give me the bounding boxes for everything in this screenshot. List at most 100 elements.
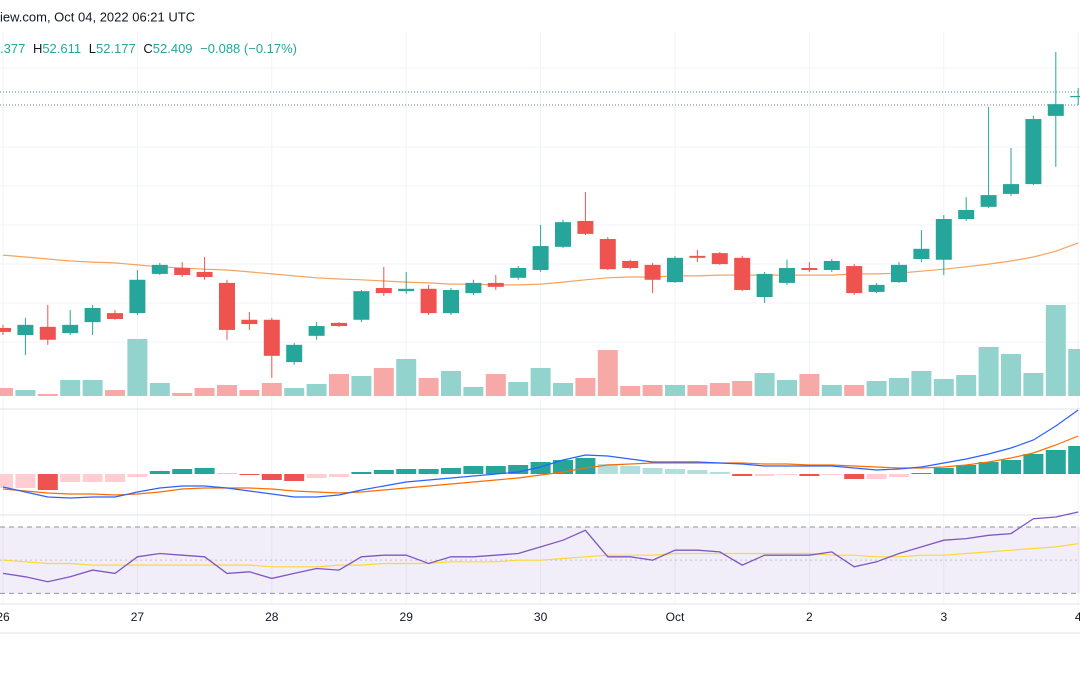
volume-bar <box>1068 349 1080 396</box>
macd-histogram-bar <box>172 469 193 474</box>
macd-histogram-bar <box>709 472 730 474</box>
macd-histogram-bar <box>1068 446 1080 474</box>
volume-bar <box>1001 354 1021 396</box>
macd-histogram-bar <box>351 472 372 474</box>
candle-body <box>532 246 549 270</box>
macd-histogram-bar <box>597 464 618 474</box>
macd-histogram-bar <box>261 474 282 480</box>
candle-body <box>353 291 370 320</box>
macd-histogram-bar <box>306 474 327 478</box>
rsi-ma-line <box>2 543 1079 568</box>
volume-bar <box>889 378 909 396</box>
x-tick-label: 27 <box>131 610 145 624</box>
x-tick-label: 28 <box>265 610 279 624</box>
candle-body <box>868 284 885 292</box>
volume-bar <box>754 373 775 396</box>
candle-body <box>308 326 325 336</box>
x-tick-label: 29 <box>400 610 414 624</box>
ohlc-value: 52.611 <box>42 41 81 56</box>
macd-histogram-bar <box>799 474 820 476</box>
volume-bar <box>597 350 618 396</box>
macd-histogram-bar <box>194 468 215 474</box>
candle-body <box>465 282 482 294</box>
volume-bar <box>351 376 372 396</box>
candle-body <box>1003 184 1019 194</box>
macd-histogram-bar <box>665 469 685 474</box>
volume-bar <box>844 385 865 396</box>
macd-histogram-bar <box>754 474 775 476</box>
volume-bar <box>799 374 820 396</box>
candle-body <box>734 257 751 290</box>
macd-histogram-bar <box>15 474 36 488</box>
candle-body <box>443 289 459 314</box>
volume-bar <box>306 384 327 396</box>
ohlc-value: .377 <box>0 41 25 56</box>
macd-histogram-bar <box>60 474 81 482</box>
candle-body <box>779 268 795 283</box>
macd-histogram-bar <box>149 471 170 474</box>
volume-bar <box>956 375 977 396</box>
volume-bar <box>620 386 641 396</box>
volume-bar <box>373 368 394 396</box>
grid <box>0 32 1080 604</box>
macd-histogram-bar <box>956 465 977 474</box>
candle-body <box>241 319 258 325</box>
candle-body <box>0 327 11 332</box>
ohlc-value: 52.177 <box>96 41 136 56</box>
volume-bar <box>933 379 954 396</box>
volume-bar <box>553 383 573 396</box>
candle-body <box>913 248 930 259</box>
x-tick-label: 4 <box>1075 610 1080 624</box>
macd-histogram-bar <box>463 466 484 474</box>
candle-body <box>1047 104 1064 116</box>
volume-bar <box>37 394 58 396</box>
macd-histogram-bar <box>1023 454 1044 474</box>
volume-bar <box>530 368 551 396</box>
macd-histogram-bar <box>889 474 909 477</box>
macd-histogram-bar <box>575 458 596 474</box>
volume-bar <box>239 390 260 396</box>
volume-bar <box>105 390 125 396</box>
volume-bar <box>217 385 237 396</box>
candle-body <box>801 268 818 270</box>
macd-histogram-bar <box>911 473 932 474</box>
volume-bar <box>1045 305 1066 396</box>
ohlc-letter: L <box>89 41 96 56</box>
volume-bar <box>575 378 596 396</box>
macd-histogram-bar <box>418 469 439 474</box>
macd-histogram-bar <box>127 474 148 477</box>
volume-bar <box>911 371 932 396</box>
volume-bar <box>127 339 148 396</box>
volume-bar <box>15 390 36 396</box>
candle-body <box>107 313 123 319</box>
x-tick-label: 2 <box>806 610 813 624</box>
macd-line <box>2 409 1079 499</box>
volume-bar <box>149 383 170 396</box>
macd-histogram-bar <box>1001 460 1021 474</box>
volume-bar <box>0 388 13 396</box>
candle-body <box>689 255 706 258</box>
candle-body <box>420 288 437 314</box>
candle-body <box>935 219 952 260</box>
volume-bar <box>418 378 439 396</box>
source-label: iew.com, Oct 04, 2022 06:21 UTC <box>0 9 195 24</box>
candle-body <box>331 322 347 327</box>
candle-body <box>555 222 571 247</box>
macd-histogram-bar <box>844 474 865 479</box>
candle-body <box>846 266 863 294</box>
volume-bar <box>732 381 753 396</box>
volume-bar <box>978 347 999 396</box>
candle-body <box>39 326 56 340</box>
candle-body <box>219 282 235 330</box>
volume-bar <box>777 380 797 396</box>
volume-bar <box>485 374 506 396</box>
volume-bar <box>284 388 305 396</box>
rsi-line <box>2 511 1079 583</box>
x-tick-label: 30 <box>534 610 548 624</box>
ohlc-value: 52.409 <box>153 41 193 56</box>
volume-bar <box>82 380 103 396</box>
volume-bar <box>172 393 193 396</box>
macd-histogram-bar <box>105 474 125 482</box>
candle-body <box>17 324 34 336</box>
candle-body <box>375 288 392 294</box>
